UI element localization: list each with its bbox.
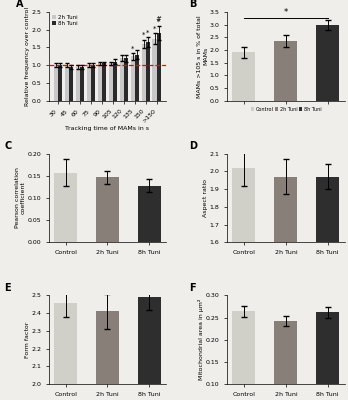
Bar — [157, 33, 161, 100]
Bar — [316, 25, 339, 100]
Y-axis label: Mitochondrial area in μm²: Mitochondrial area in μm² — [198, 299, 204, 380]
Bar — [65, 65, 69, 100]
Bar — [124, 58, 128, 100]
Text: *: * — [131, 45, 134, 51]
Legend: 2h Tuni, 8h Tuni: 2h Tuni, 8h Tuni — [52, 15, 78, 27]
Y-axis label: Relative frequency over control: Relative frequency over control — [25, 7, 30, 106]
Bar — [138, 186, 161, 242]
Bar — [232, 311, 255, 400]
Text: #: # — [156, 16, 161, 22]
Bar — [232, 52, 255, 100]
Bar — [91, 65, 95, 100]
Bar — [130, 56, 135, 100]
Bar — [316, 312, 339, 400]
Y-axis label: MAMs >105 s in % of total
MAMs: MAMs >105 s in % of total MAMs — [197, 15, 208, 98]
Y-axis label: Form factor: Form factor — [25, 322, 30, 358]
Bar — [54, 65, 58, 100]
Text: D: D — [190, 141, 198, 151]
Text: F: F — [190, 283, 196, 293]
Bar — [113, 62, 117, 100]
Bar — [135, 54, 139, 100]
Bar — [98, 63, 102, 100]
Bar — [152, 38, 157, 100]
Text: *: * — [157, 19, 160, 25]
Text: E: E — [4, 283, 11, 293]
Text: *: * — [284, 8, 288, 17]
Bar — [96, 177, 119, 242]
Bar — [274, 41, 297, 100]
Bar — [80, 67, 84, 100]
Bar — [274, 321, 297, 400]
Bar — [232, 168, 255, 400]
Bar — [54, 173, 77, 242]
Bar — [76, 67, 80, 100]
Bar — [102, 63, 106, 100]
Bar — [109, 63, 113, 100]
Text: *: * — [146, 29, 149, 35]
Bar — [274, 177, 297, 400]
Text: B: B — [190, 0, 197, 9]
X-axis label: Tracking time of MAMs in s: Tracking time of MAMs in s — [65, 126, 149, 132]
Text: *: * — [153, 26, 156, 32]
Y-axis label: Aspect ratio: Aspect ratio — [203, 179, 208, 217]
Text: *: * — [142, 32, 145, 38]
Text: A: A — [16, 0, 23, 9]
Bar — [58, 65, 62, 100]
Bar — [142, 44, 146, 100]
Bar — [146, 42, 150, 100]
Bar — [316, 177, 339, 400]
Bar — [54, 302, 77, 400]
Bar — [120, 58, 124, 100]
Bar — [138, 297, 161, 400]
Text: C: C — [4, 141, 11, 151]
Bar — [69, 67, 73, 100]
Bar — [87, 65, 91, 100]
Bar — [96, 311, 119, 400]
Legend: Control, 2h Tuni, 8h Tuni: Control, 2h Tuni, 8h Tuni — [250, 106, 322, 112]
Y-axis label: Pearson correlation
coefficient: Pearson correlation coefficient — [15, 168, 26, 228]
